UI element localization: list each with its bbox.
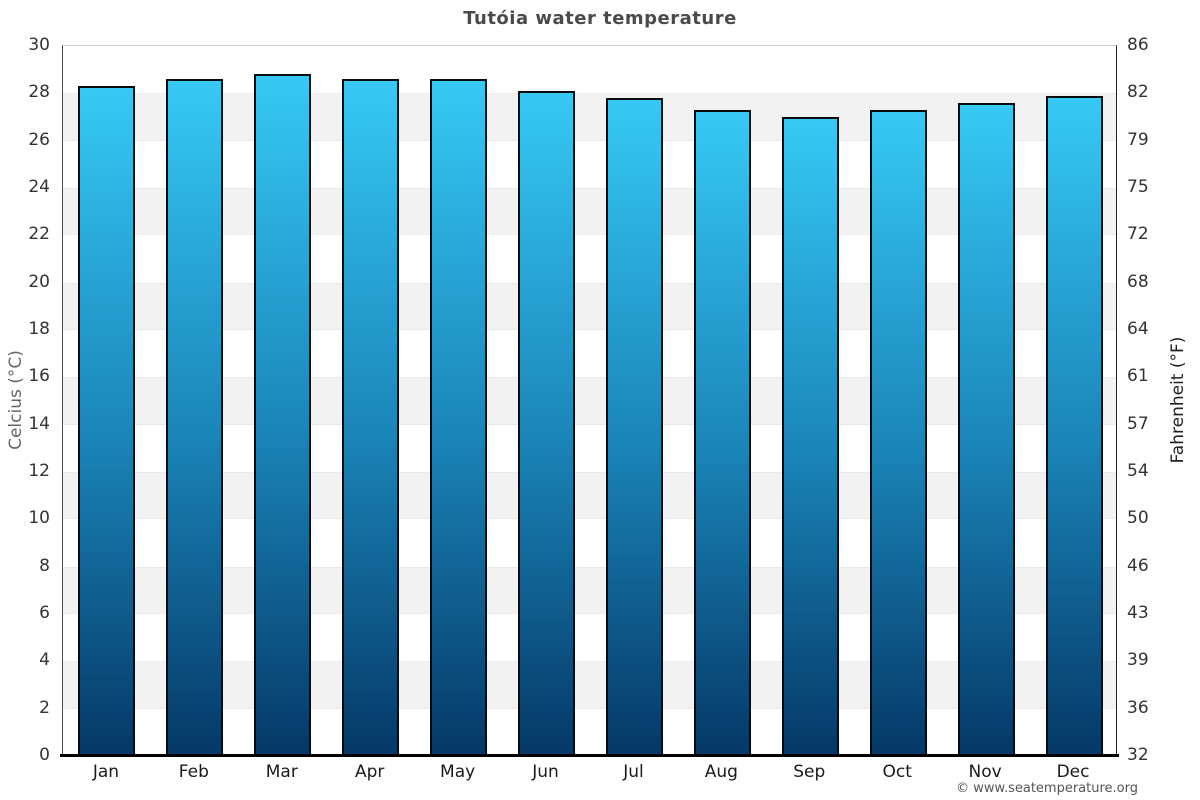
temperature-bar-feb (166, 79, 224, 756)
celsius-tick-label: 8 (39, 555, 50, 576)
month-tick-label: Nov (968, 762, 1002, 782)
fahrenheit-tick-label: 39 (1127, 650, 1149, 671)
fahrenheit-tick-label: 72 (1127, 224, 1149, 245)
chart-title: Tutóia water temperature (463, 8, 737, 29)
month-tick-label: Dec (1056, 762, 1090, 782)
celsius-tick-label: 30 (28, 35, 50, 55)
celsius-tick-label: 14 (28, 413, 50, 434)
grid-band (63, 661, 1116, 709)
grid-band (63, 614, 1116, 662)
fahrenheit-tick-label: 36 (1127, 697, 1149, 718)
celsius-tick-label: 2 (39, 697, 50, 718)
fahrenheit-tick-label: 61 (1127, 366, 1149, 387)
temperature-bar-mar (254, 74, 312, 756)
fahrenheit-tick-label: 68 (1127, 271, 1149, 292)
celsius-tick-label: 20 (28, 271, 50, 292)
temperature-bar-jan (78, 86, 136, 756)
month-tick-label: Mar (265, 762, 298, 782)
temperature-bar-may (430, 79, 488, 756)
fahrenheit-tick-label: 46 (1127, 555, 1149, 576)
month-tick-label: Feb (178, 762, 209, 782)
month-tick-label: Jun (532, 762, 559, 782)
month-tick-label: Jan (92, 762, 120, 782)
temperature-bar-sep (781, 117, 839, 756)
temperature-bar-jun (518, 90, 576, 756)
grid-band (63, 330, 1116, 378)
month-tick-label: Apr (354, 762, 385, 782)
fahrenheit-axis-title: Fahrenheit (°F) (1168, 336, 1188, 464)
grid-band (63, 235, 1116, 283)
celsius-tick-label: 18 (28, 319, 50, 339)
celsius-tick-label: 12 (28, 461, 50, 481)
month-tick-label: Aug (704, 762, 738, 782)
fahrenheit-tick-label: 79 (1127, 129, 1149, 150)
celsius-tick-label: 4 (39, 650, 50, 671)
attribution-link[interactable]: © www.seatemperature.org (956, 781, 1138, 796)
fahrenheit-tick-label: 75 (1127, 177, 1149, 197)
grid-band (63, 519, 1116, 567)
grid-band (63, 282, 1116, 330)
grid-band (63, 140, 1116, 188)
temperature-bar-jul (605, 98, 663, 756)
celsius-axis-title: Celcius (°C) (6, 350, 26, 450)
celsius-tick-label: 24 (28, 177, 50, 197)
grid-band (63, 377, 1116, 425)
temperature-bar-oct (869, 109, 927, 756)
fahrenheit-tick-label: 54 (1127, 461, 1149, 481)
temperature-bar-nov (957, 102, 1015, 756)
fahrenheit-tick-label: 50 (1127, 508, 1149, 529)
celsius-tick-label: 26 (28, 129, 50, 150)
grid-band (63, 46, 1116, 94)
celsius-tick-label: 6 (39, 603, 50, 623)
fahrenheit-tick-label: 86 (1127, 35, 1149, 55)
celsius-tick-label: 10 (28, 508, 50, 529)
celsius-tick-label: 16 (28, 366, 50, 387)
temperature-bar-aug (693, 109, 751, 756)
fahrenheit-tick-label: 43 (1127, 603, 1149, 623)
temperature-bar-dec (1045, 95, 1103, 756)
grid-band (63, 472, 1116, 520)
grid-band (63, 93, 1116, 141)
grid-band (63, 566, 1116, 614)
celsius-tick-label: 0 (39, 745, 50, 765)
celsius-tick-label: 22 (28, 224, 50, 245)
plot-area (62, 45, 1117, 756)
temperature-bar-apr (342, 79, 400, 756)
month-tick-label: Oct (882, 762, 912, 782)
grid-band (63, 708, 1116, 756)
month-tick-label: Sep (793, 762, 826, 782)
fahrenheit-tick-label: 64 (1127, 319, 1149, 339)
fahrenheit-tick-label: 57 (1127, 413, 1149, 434)
celsius-tick-label: 28 (28, 82, 50, 103)
month-tick-label: Jul (623, 762, 644, 782)
fahrenheit-tick-label: 82 (1127, 82, 1149, 103)
grid-band (63, 424, 1116, 472)
fahrenheit-tick-label: 32 (1127, 745, 1149, 765)
month-tick-label: May (440, 762, 476, 782)
grid-band (63, 188, 1116, 236)
x-axis-line (60, 754, 1119, 757)
